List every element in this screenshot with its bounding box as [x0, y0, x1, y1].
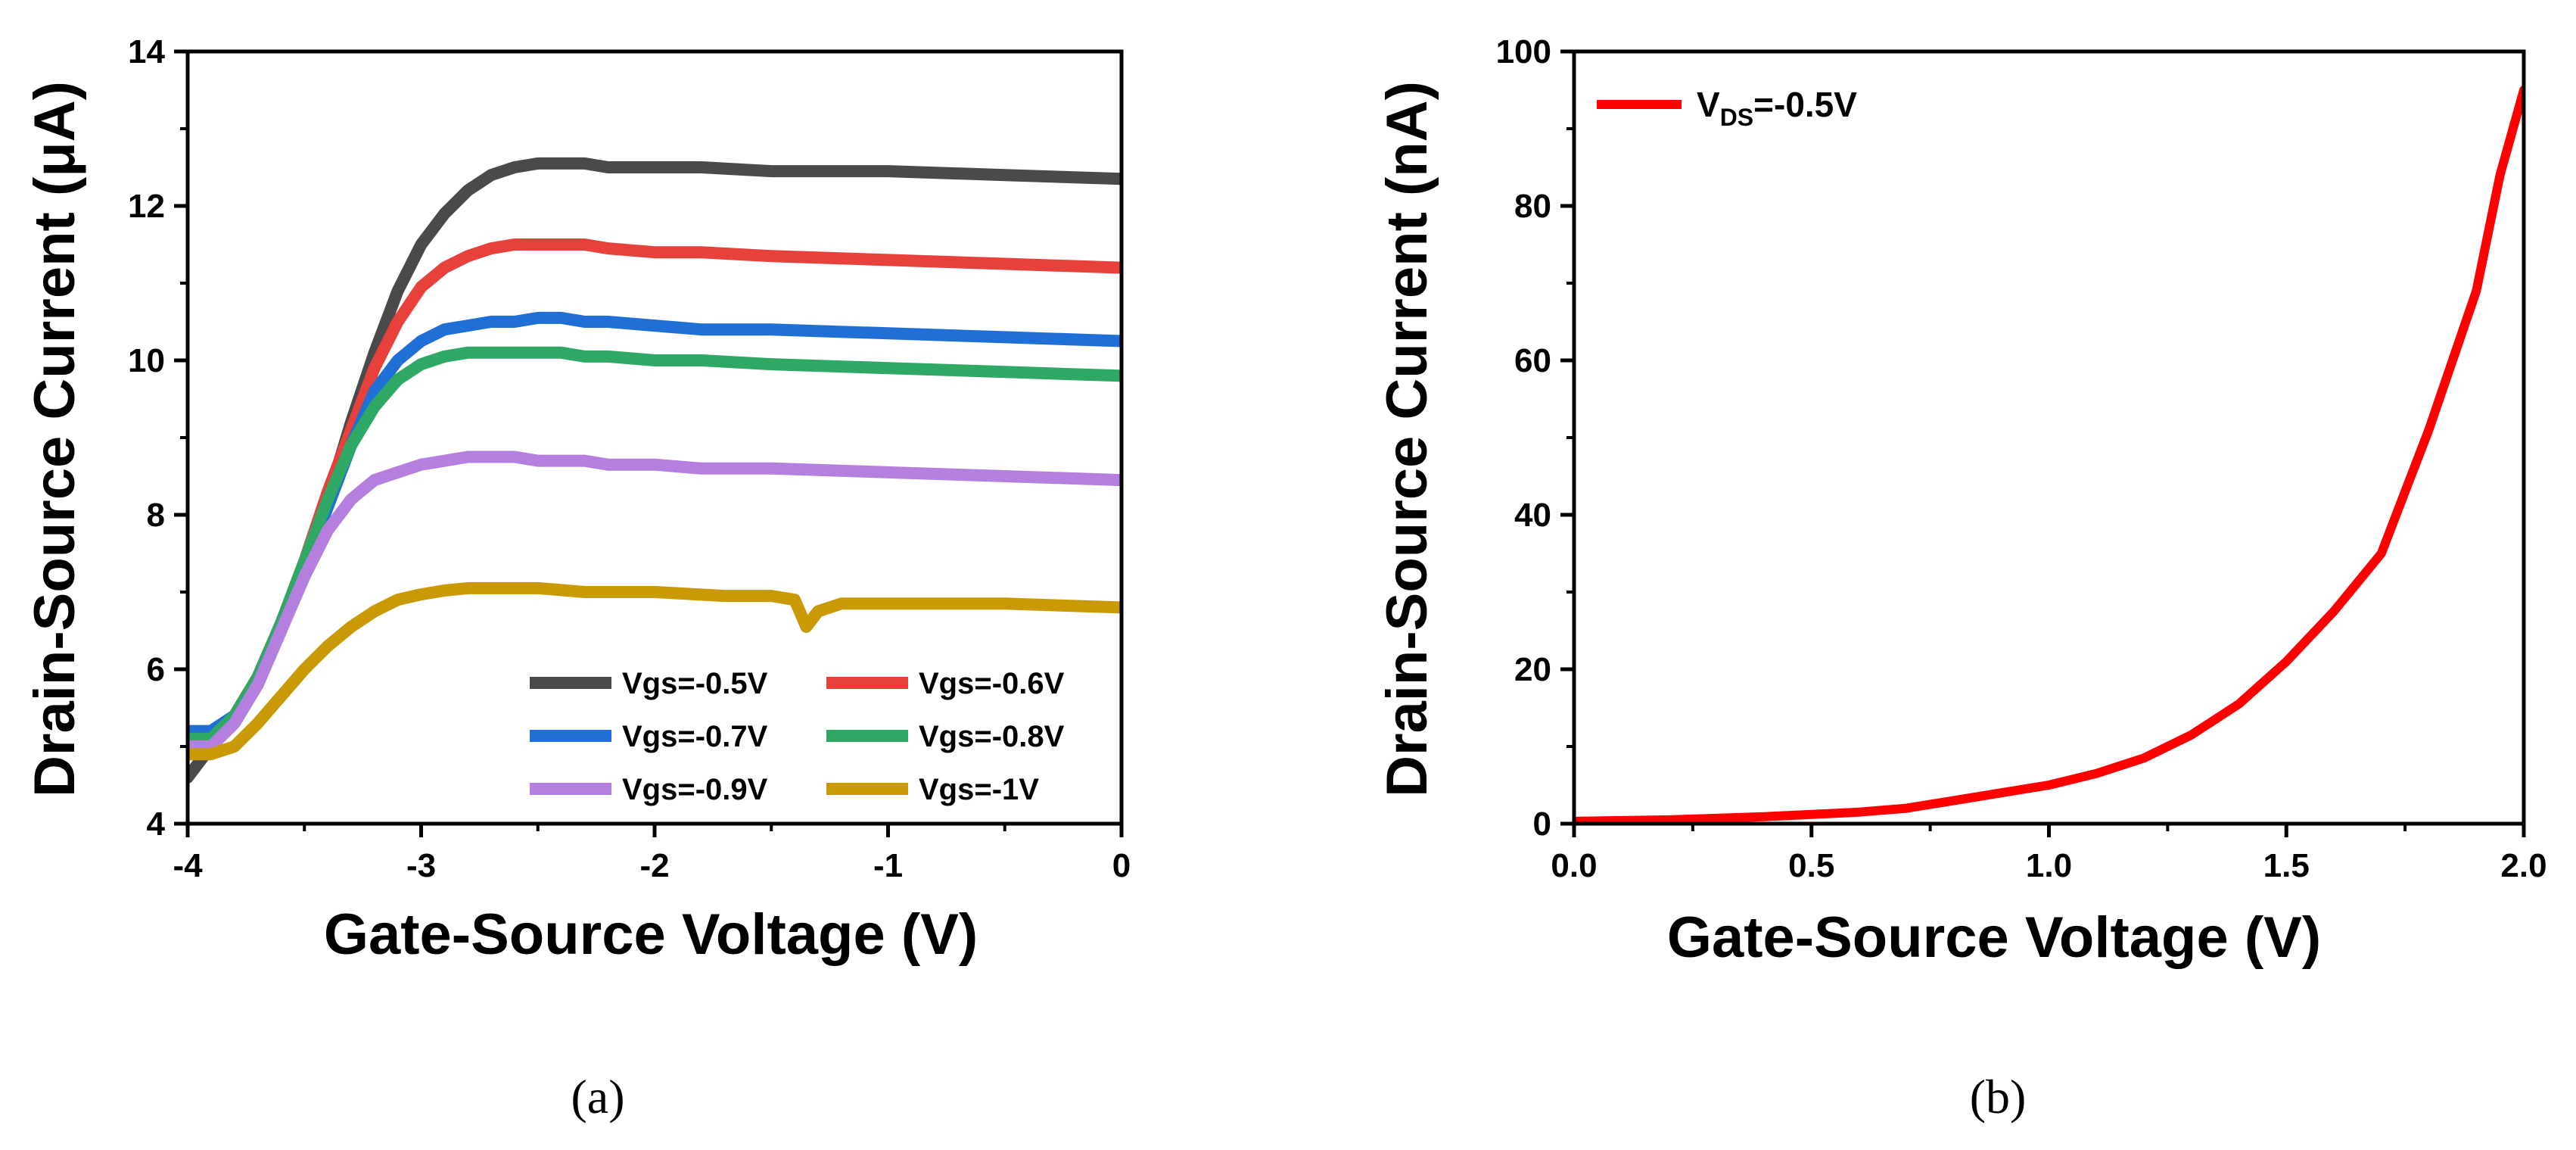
chart-b-ytick-label: 100 — [1496, 33, 1551, 70]
chart-a-xtick-label: -1 — [873, 847, 903, 884]
chart-a-ytick-label: 10 — [128, 342, 165, 379]
chart-a-xlabel: Gate-Source Voltage (V) — [324, 902, 978, 967]
chart-b: Gate-Source Voltage (V) Drain-Source Cur… — [1375, 33, 2547, 1124]
chart-b-xtick-label: 2.0 — [2500, 847, 2546, 884]
chart-a-legend-label: Vgs=-0.7V — [622, 720, 768, 753]
chart-b-xtick-label: 1.0 — [2026, 847, 2072, 884]
chart-b-series-line-1 — [1574, 86, 2524, 824]
chart-b-xlabel: Gate-Source Voltage (V) — [1667, 905, 2321, 970]
chart-a-legend-label: Vgs=-0.6V — [919, 667, 1065, 700]
chart-a-xtick-label: -4 — [173, 847, 203, 884]
chart-b-xtick-label: 0.0 — [1551, 847, 1597, 884]
chart-a-ytick-label: 6 — [147, 651, 165, 688]
chart-b-xtick-label: 1.5 — [2263, 847, 2310, 884]
chart-b-ytick-label: 0 — [1533, 806, 1551, 843]
chart-a-ylabel: Drain-Source Current (μA) — [23, 81, 87, 797]
panel-label-b: (b) — [1970, 1070, 2027, 1124]
chart-a-xtick-label: -2 — [639, 847, 669, 884]
chart-a-legend-label: Vgs=-0.5V — [622, 667, 768, 700]
chart-a-legend-label: Vgs=-1V — [919, 773, 1039, 806]
chart-a-ytick-label: 4 — [147, 806, 166, 843]
chart-b-legend-label: VDS=-0.5V — [1697, 85, 1857, 131]
chart-a-xtick-label: 0 — [1112, 847, 1131, 884]
chart-a-ytick-label: 14 — [128, 33, 165, 70]
chart-b-xtick-label: 0.5 — [1788, 847, 1834, 884]
chart-a: Gate-Source Voltage (V) Drain-Source Cur… — [23, 33, 1131, 1124]
chart-b-ytick-label: 40 — [1514, 497, 1551, 534]
chart-a-ytick-label: 12 — [128, 188, 165, 225]
chart-b-ylabel: Drain-Source Current (nA) — [1375, 81, 1439, 797]
chart-a-xtick-label: -3 — [406, 847, 436, 884]
chart-b-ytick-label: 80 — [1514, 188, 1551, 225]
chart-b-ytick-label: 60 — [1514, 342, 1551, 379]
chart-a-series-line-6 — [188, 581, 1122, 761]
chart-a-ytick-label: 8 — [147, 497, 165, 534]
chart-b-plot-frame — [1572, 49, 2526, 826]
chart-b-ytick-label: 20 — [1514, 651, 1551, 688]
chart-a-legend-label: Vgs=-0.8V — [919, 720, 1065, 753]
panel-label-a: (a) — [571, 1070, 624, 1124]
chart-a-series-line-5 — [188, 450, 1122, 753]
chart-a-legend-label: Vgs=-0.9V — [622, 773, 768, 806]
